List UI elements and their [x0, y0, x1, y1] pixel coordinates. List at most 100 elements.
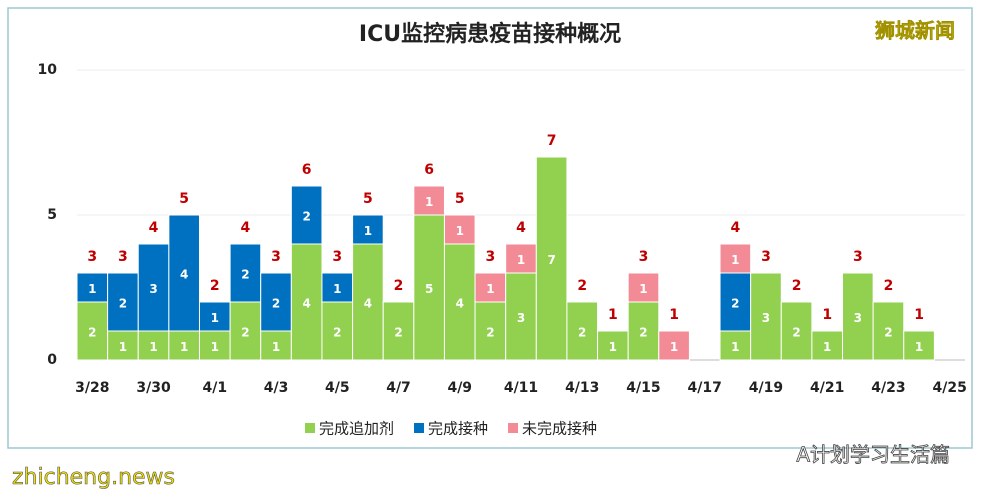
legend-swatch: [305, 423, 315, 433]
total-label: 6: [302, 162, 312, 178]
x-tick-label: 4/23: [871, 380, 905, 396]
segment-label: 1: [425, 195, 433, 209]
segment-label: 1: [88, 282, 96, 296]
segment-label: 1: [823, 340, 831, 354]
legend-swatch: [414, 423, 425, 433]
total-label: 5: [455, 191, 465, 207]
total-label: 1: [914, 307, 924, 323]
bar-segment: [352, 214, 384, 245]
total-label: 3: [853, 249, 863, 265]
total-label: 3: [639, 249, 649, 265]
segment-label: 3: [762, 311, 770, 325]
legend-label: 未完成接种: [522, 420, 597, 438]
chart-title: ICU监控病患疫苗接种概况: [359, 21, 621, 47]
bar-segment: [597, 330, 629, 361]
segment-label: 2: [272, 297, 280, 311]
segment-label: 7: [547, 253, 555, 267]
total-label: 1: [669, 307, 679, 323]
segment-label: 1: [149, 340, 157, 354]
segment-label: 1: [364, 224, 372, 238]
segment-label: 1: [731, 253, 739, 267]
bar-segment: [780, 301, 813, 361]
bar-segment: [413, 185, 445, 216]
watermark: 狮城新闻: [875, 19, 955, 43]
total-label: 6: [424, 162, 434, 178]
segment-label: 2: [119, 297, 127, 311]
segment-label: 4: [456, 297, 464, 311]
bar-segment: [719, 330, 752, 361]
segment-label: 1: [211, 340, 219, 354]
segment-label: 1: [333, 282, 341, 296]
segment-label: 2: [639, 326, 647, 340]
bar-segment: [842, 272, 874, 361]
x-tick-label: 4/17: [688, 380, 722, 396]
bar-segment: [229, 301, 262, 361]
segment-label: 1: [211, 311, 219, 325]
x-tick-label: 4/19: [749, 380, 783, 396]
segment-label: 1: [731, 340, 739, 354]
bar-segment: [505, 243, 537, 274]
total-label: 3: [118, 249, 128, 265]
bar-segment: [76, 272, 109, 303]
x-tick-label: 4/25: [933, 380, 967, 396]
segment-label: 3: [517, 311, 525, 325]
legend-swatch: [508, 423, 519, 433]
total-label: 2: [792, 278, 802, 294]
bar-segment: [658, 330, 690, 361]
segment-label: 2: [333, 326, 341, 340]
x-tick-label: 3/28: [75, 380, 109, 396]
segment-label: 3: [854, 311, 862, 325]
legend-label: 完成追加剂: [319, 420, 394, 438]
segment-label: 1: [119, 340, 127, 354]
total-label: 5: [179, 191, 189, 207]
total-label: 2: [884, 278, 894, 294]
segment-label: 1: [915, 340, 923, 354]
segment-label: 3: [149, 282, 157, 296]
bar-segment: [443, 214, 476, 245]
bar-segment: [872, 301, 905, 361]
y-tick-label: 5: [47, 207, 57, 223]
x-tick-label: 4/7: [386, 380, 411, 396]
x-tick-label: 4/11: [504, 380, 538, 396]
segment-label: 4: [364, 297, 372, 311]
segment-label: 4: [180, 268, 188, 282]
y-tick-label: 10: [38, 62, 58, 78]
bar-segment: [719, 272, 752, 332]
total-label: 1: [822, 307, 832, 323]
segment-label: 1: [456, 224, 464, 238]
bar-segment: [107, 330, 139, 361]
x-tick-label: 4/9: [447, 380, 472, 396]
total-label: 3: [332, 249, 342, 265]
total-label: 1: [608, 307, 618, 323]
bar-segment: [168, 330, 200, 361]
x-tick-label: 4/5: [325, 380, 350, 396]
segment-label: 4: [302, 297, 310, 311]
bar-segment: [137, 330, 170, 361]
total-label: 4: [241, 220, 251, 236]
x-tick-label: 4/1: [202, 380, 227, 396]
bar-segment: [229, 243, 262, 303]
segment-label: 2: [241, 268, 249, 282]
bar-segment: [290, 243, 323, 361]
bar-segment: [321, 301, 354, 361]
bar-segment: [627, 272, 660, 303]
x-tick-label: 4/15: [626, 380, 660, 396]
segment-label: 2: [302, 210, 310, 224]
segment-label: 1: [639, 282, 647, 296]
bar-segment: [168, 214, 200, 332]
x-tick-label: 4/13: [565, 380, 599, 396]
bar-segment: [321, 272, 354, 303]
total-label: 4: [730, 220, 740, 236]
bar-segment: [382, 301, 415, 361]
total-label: 5: [363, 191, 373, 207]
bar-segment: [535, 156, 568, 361]
total-label: 4: [149, 220, 159, 236]
x-tick-label: 4/3: [264, 380, 289, 396]
legend-label: 完成接种: [428, 420, 488, 438]
segment-label: 2: [88, 326, 96, 340]
watermark: zhicheng.news: [12, 465, 175, 490]
bar-segment: [260, 272, 292, 332]
bar-segment: [198, 301, 231, 332]
bar-segment: [719, 243, 752, 274]
